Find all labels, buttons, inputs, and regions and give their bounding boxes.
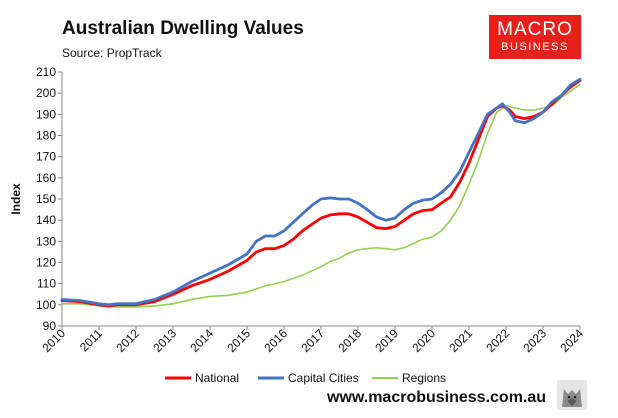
chart-title: Australian Dwelling Values xyxy=(62,18,304,39)
series-line-capital-cities xyxy=(60,78,582,307)
logo-line-1: MACRO xyxy=(497,19,573,40)
y-tick-label: 180 xyxy=(36,129,56,143)
y-tick-label: 100 xyxy=(36,298,56,312)
x-tick-label: 2013 xyxy=(150,326,179,355)
legend-label-national: National xyxy=(195,371,239,385)
y-tick-label: 90 xyxy=(43,319,57,333)
logo-line-2: BUSINESS xyxy=(501,41,569,53)
y-tick-label: 170 xyxy=(36,150,56,164)
x-tick-label: 2022 xyxy=(483,326,512,355)
y-tick-label: 130 xyxy=(36,234,56,248)
chart-source: Source: PropTrack xyxy=(62,46,162,60)
wolf-mascot-icon xyxy=(557,380,587,410)
y-tick-label: 210 xyxy=(36,65,56,79)
y-tick-label: 140 xyxy=(36,213,56,227)
x-tick-label: 2020 xyxy=(409,326,438,355)
y-tick-label: 120 xyxy=(36,256,56,270)
x-tick-label: 2012 xyxy=(113,326,142,355)
x-tick-label: 2018 xyxy=(335,326,364,355)
x-tick-label: 2017 xyxy=(298,326,327,355)
y-tick-label: 160 xyxy=(36,171,56,185)
y-tick-label: 110 xyxy=(37,277,56,291)
series-line-national xyxy=(60,79,582,308)
y-tick-label: 150 xyxy=(36,192,56,206)
x-tick-label: 2023 xyxy=(520,326,549,355)
x-tick-label: 2019 xyxy=(372,326,401,355)
x-tick-label: 2015 xyxy=(224,326,253,355)
x-tick-label: 2011 xyxy=(77,326,105,354)
x-tick-label: 2016 xyxy=(261,326,290,355)
legend-label-regions: Regions xyxy=(402,371,446,385)
y-tick-label: 190 xyxy=(36,107,56,121)
legend-label-capital-cities: Capital Cities xyxy=(288,371,359,385)
series-line-regions xyxy=(61,83,581,308)
x-tick-label: 2014 xyxy=(187,326,216,355)
x-tick-label: 2024 xyxy=(557,326,586,355)
y-axis-title: Index xyxy=(9,183,23,215)
x-tick-label: 2021 xyxy=(446,326,475,355)
macrobusiness-logo: MACRO BUSINESS xyxy=(489,15,581,59)
y-tick-label: 200 xyxy=(36,86,56,100)
website-url[interactable]: www.macrobusiness.com.au xyxy=(327,389,547,406)
